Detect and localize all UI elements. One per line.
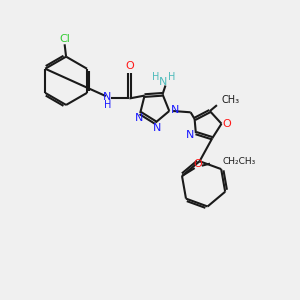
Text: O: O bbox=[125, 61, 134, 71]
Text: N: N bbox=[159, 77, 167, 87]
Text: O: O bbox=[194, 159, 203, 169]
Text: H: H bbox=[152, 72, 159, 82]
Text: H: H bbox=[168, 72, 175, 82]
Text: N: N bbox=[186, 130, 195, 140]
Text: H: H bbox=[103, 100, 111, 110]
Text: Cl: Cl bbox=[59, 34, 70, 44]
Text: O: O bbox=[222, 119, 231, 129]
Text: N: N bbox=[153, 123, 161, 133]
Text: CH₃: CH₃ bbox=[222, 95, 240, 105]
Text: CH₂CH₃: CH₂CH₃ bbox=[222, 157, 256, 166]
Text: N: N bbox=[170, 104, 179, 115]
Text: N: N bbox=[135, 113, 143, 123]
Text: N: N bbox=[103, 92, 112, 102]
